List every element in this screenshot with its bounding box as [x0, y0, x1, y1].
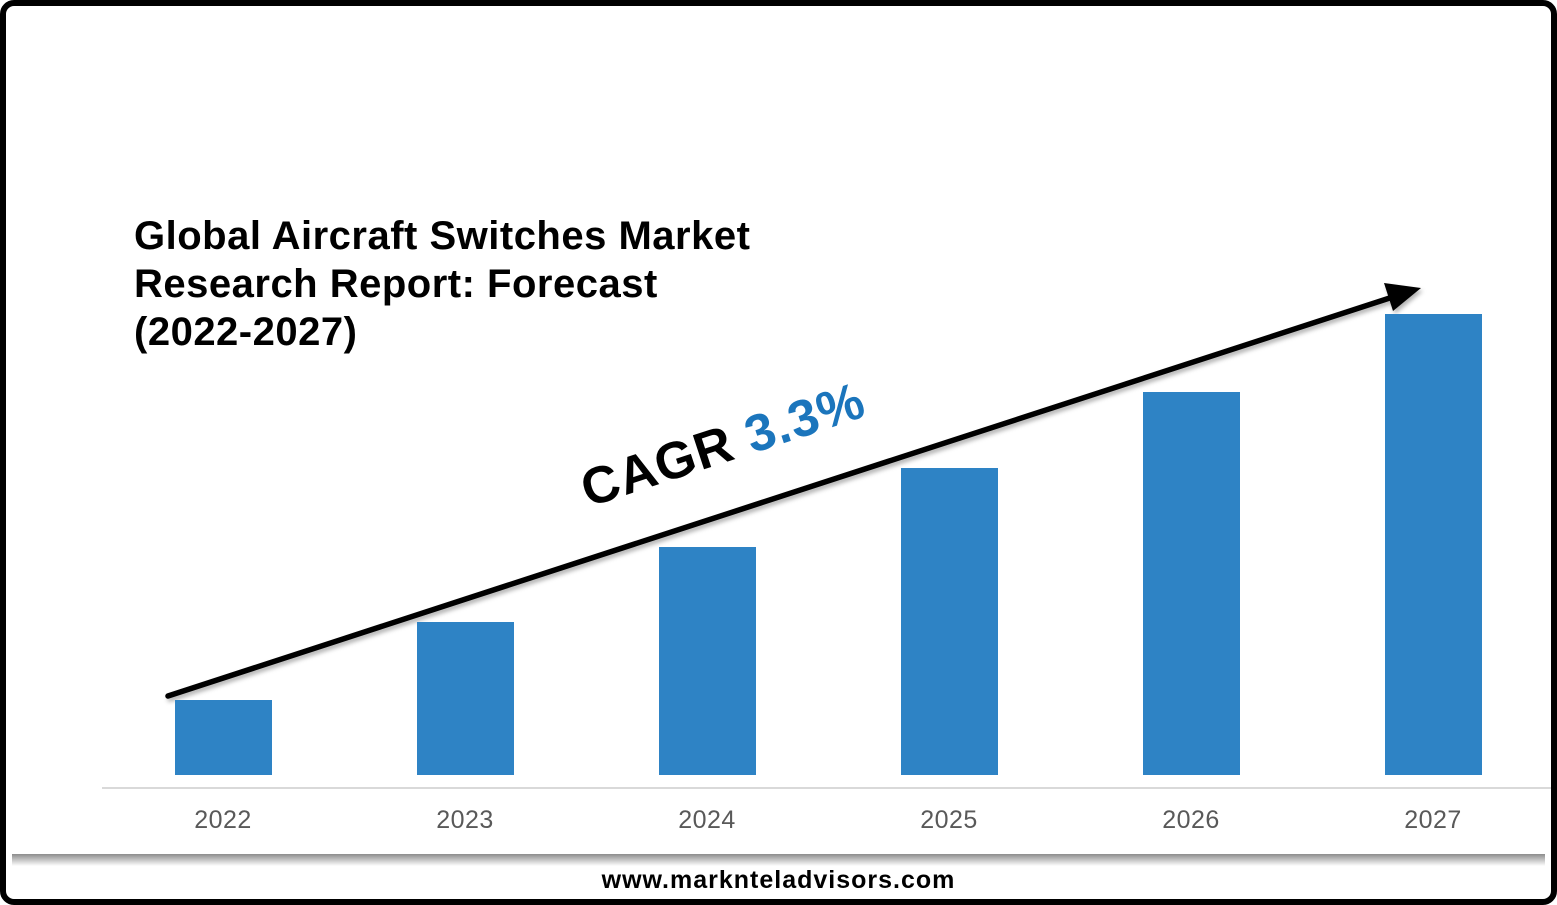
- bar-2023: [416, 622, 514, 775]
- x-axis-label-2023: 2023: [436, 806, 494, 834]
- x-axis-label-2027: 2027: [1404, 806, 1462, 834]
- website-url: www.marknteladvisors.com: [601, 866, 956, 894]
- x-axis-label-2022: 2022: [194, 806, 252, 834]
- x-axis-label-2026: 2026: [1162, 806, 1220, 834]
- bar-chart: 2022 2023 2024 2025 2026 2027: [6, 6, 1551, 899]
- bar-2024: [658, 547, 756, 775]
- x-axis-label-2024: 2024: [678, 806, 736, 834]
- x-axis-line: [102, 787, 1551, 789]
- bar-2027: [1384, 314, 1482, 775]
- footer-divider: [12, 854, 1545, 866]
- bar-2025: [900, 468, 998, 775]
- bar-2026: [1142, 392, 1240, 775]
- bar-2022: [174, 700, 272, 775]
- x-axis-label-2025: 2025: [920, 806, 978, 834]
